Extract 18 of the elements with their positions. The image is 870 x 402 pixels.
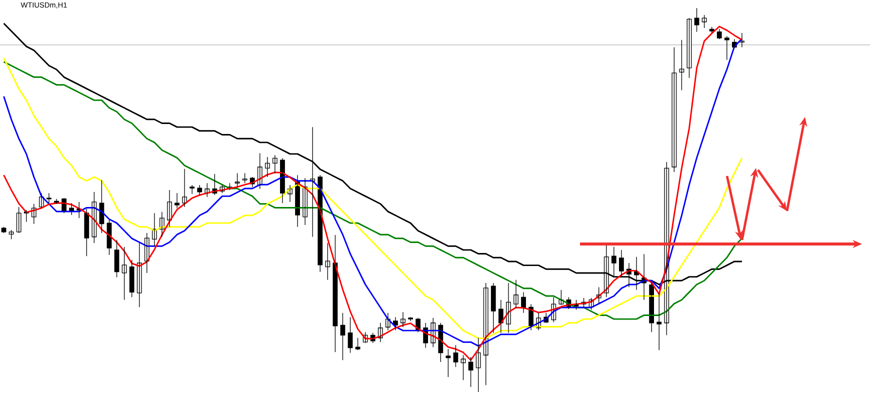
candlestick (672, 46, 677, 172)
candlestick (724, 36, 730, 60)
candlestick (490, 282, 496, 334)
candlestick (16, 206, 22, 234)
candlestick (129, 260, 134, 298)
candlestick (476, 338, 481, 392)
candlestick (8, 230, 14, 240)
candlestick (611, 246, 616, 278)
candlestick (656, 292, 662, 350)
candlestick (325, 242, 330, 280)
candlestick (408, 316, 413, 322)
candlestick (355, 338, 360, 350)
candlestick (242, 172, 248, 184)
candlestick (716, 28, 722, 40)
candlestick (264, 156, 270, 178)
candlestick (197, 184, 202, 196)
candlestick (234, 172, 240, 188)
candlestick (446, 348, 451, 378)
